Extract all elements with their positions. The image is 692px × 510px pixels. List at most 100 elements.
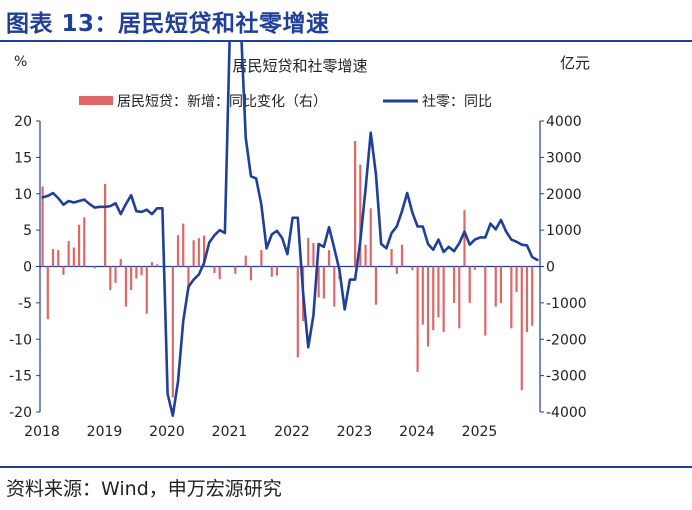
bar [400,244,404,267]
bar [432,266,435,331]
right-tick-label: 3000 [546,150,582,166]
right-tick-label: -3000 [546,369,587,385]
plot-area: 20 15 10 5 0 -5 -10 -15 -20 4000 3000 2000 1000 0 -100… [9,42,587,440]
bar [260,250,263,267]
x-tick-label: 2025 [462,424,498,440]
bar [83,217,86,267]
bar [197,238,200,267]
bar [390,249,393,267]
bar [374,266,378,305]
bar [333,266,336,307]
title-rule [0,40,692,42]
bar [57,250,60,267]
left-tick-label: 20 [14,114,32,130]
x-tick-label: 2018 [24,424,60,440]
x-tick-label: 2024 [399,424,435,440]
source-rule [0,466,692,468]
bar [213,266,216,274]
bar [182,223,185,267]
bar [176,235,180,267]
bar [317,266,320,298]
bar [525,266,529,332]
bar [442,266,445,332]
bar [275,266,279,276]
bar [531,266,534,326]
right-tick-label: 1000 [546,223,582,239]
x-tick-label: 2022 [274,424,310,440]
right-tick-label: 4000 [546,114,582,130]
bar [421,266,424,325]
bar [192,240,195,267]
bar [359,164,362,267]
bar [437,266,440,318]
bar [187,266,190,291]
bar [494,266,497,307]
right-tick-label: -2000 [546,332,587,348]
bar [119,258,122,267]
bar [46,266,49,320]
left-tick-label: -20 [9,405,32,421]
bar [364,244,367,267]
bar [171,266,174,398]
right-tick-label: 2000 [546,187,582,203]
bar [426,266,430,347]
bar [140,266,143,276]
bar [202,235,206,267]
x-tick-label: 2021 [212,424,248,440]
left-tick-label: 0 [23,260,32,276]
legend: 居民短贷：新增：同比变化（右） 社零：同比 [79,94,492,110]
x-tick-label: 2023 [337,424,373,440]
bar [452,266,456,303]
bar [510,266,513,329]
bar [307,237,310,267]
bar [354,141,357,267]
bar [327,250,331,267]
bar [411,266,414,271]
x-tick-label: 2019 [87,424,123,440]
bar [51,249,55,267]
bar [463,210,466,267]
legend-line-label: 社零：同比 [422,94,492,110]
right-tick-label: -4000 [546,405,587,421]
bar [296,266,299,358]
bar [218,266,221,280]
bar [93,266,96,269]
bar [499,266,503,303]
bar [41,186,44,267]
bar [124,266,128,307]
bar [145,266,148,314]
bar [104,183,107,267]
bar [156,264,159,267]
bar [515,266,518,292]
bar [234,266,237,274]
bar [322,266,325,299]
right-tick-label: -1000 [546,296,587,312]
bar [416,266,419,372]
bar [249,266,253,281]
bar [369,208,372,267]
chart: 居民短贷和社零增速 % 亿元 居民短贷：新增：同比变化（右） 社零：同比 201… [9,42,590,440]
bar [72,247,75,267]
left-tick-label: 5 [23,223,32,239]
bar [244,255,247,267]
right-tick-label: 0 [546,260,555,276]
left-tick-label: 15 [14,150,32,166]
bar [62,266,65,275]
left-unit-label: % [14,54,27,70]
bar [67,241,70,267]
bar [270,266,273,277]
source-note: 资料来源：Wind，申万宏源研究 [6,478,282,500]
x-tick-label: 2020 [149,424,185,440]
legend-bar-swatch [79,96,113,105]
right-unit-label: 亿元 [560,54,590,72]
bar [130,266,133,291]
bar [114,266,117,283]
legend-bar-label: 居民短贷：新增：同比变化（右） [117,94,327,110]
bar [77,224,81,267]
line-series [41,42,539,417]
bar [150,262,154,267]
bar [473,266,476,270]
bar [395,266,398,274]
bar [109,266,112,291]
bar [484,266,487,336]
